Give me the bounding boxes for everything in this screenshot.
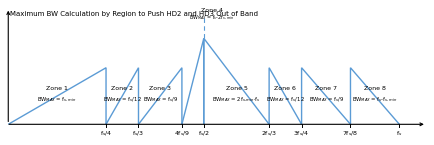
Text: Zone 8: Zone 8 [363, 86, 385, 91]
Text: Zone 4: Zone 4 [200, 8, 222, 13]
Text: BW$_{MAX}$ = f$_s$/12: BW$_{MAX}$ = f$_s$/12 [265, 95, 304, 104]
Text: 3f$_s$/4: 3f$_s$/4 [293, 129, 309, 138]
Text: BW$_{MAX}$ = 2f$_{s,min}$-f$_s$: BW$_{MAX}$ = 2f$_{s,min}$-f$_s$ [212, 95, 260, 104]
Text: Zone 5: Zone 5 [225, 86, 247, 91]
Text: f$_s$/2: f$_s$/2 [197, 129, 209, 138]
Text: Zone 3: Zone 3 [149, 86, 171, 91]
Text: BW$_{MAX}$ = f$_s$-f$_{s,min}$: BW$_{MAX}$ = f$_s$-f$_{s,min}$ [352, 95, 397, 104]
Text: Zone 6: Zone 6 [274, 86, 296, 91]
Text: f$_s$/3: f$_s$/3 [132, 129, 144, 138]
Text: BW$_{MAX}$ = f$_s$-2f$_{s,min}$: BW$_{MAX}$ = f$_s$-2f$_{s,min}$ [189, 14, 233, 22]
Text: 7f$_s$/8: 7f$_s$/8 [342, 129, 358, 138]
Text: 2f$_s$/3: 2f$_s$/3 [260, 129, 276, 138]
Text: BW$_{MAX}$ = f$_s$/9: BW$_{MAX}$ = f$_s$/9 [308, 95, 343, 104]
Text: Zone 7: Zone 7 [314, 86, 336, 91]
Text: 4f$_s$/9: 4f$_s$/9 [174, 129, 189, 138]
Text: BW$_{MAX}$ = f$_s$/9: BW$_{MAX}$ = f$_s$/9 [142, 95, 178, 104]
Text: Zone 2: Zone 2 [111, 86, 133, 91]
Text: BW$_{MAX}$ = f$_s$/12: BW$_{MAX}$ = f$_s$/12 [103, 95, 141, 104]
Text: Maximum BW Calculation by Region to Push HD2 and HD3 Out of Band: Maximum BW Calculation by Region to Push… [10, 11, 258, 17]
Text: f$_s$/4: f$_s$/4 [99, 129, 112, 138]
Text: BW$_{MAX}$ = f$_{s,min}$: BW$_{MAX}$ = f$_{s,min}$ [37, 95, 77, 104]
Text: f$_s$: f$_s$ [395, 129, 401, 138]
Text: Zone 1: Zone 1 [46, 86, 68, 91]
